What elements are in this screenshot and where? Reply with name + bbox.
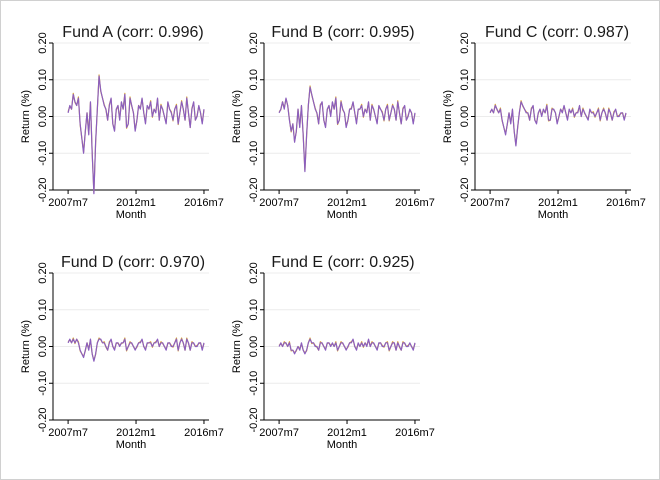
panel-4: Fund D (corr: 0.970) -0.20 -0.10 0.00 0.10 0.…	[20, 254, 224, 451]
series-line-2	[278, 338, 416, 355]
series-line-2	[67, 338, 205, 362]
y-tick-label: -0.10	[459, 141, 471, 166]
y-tick-label: 0.00	[459, 106, 471, 127]
y-axis-label: Return (%)	[20, 90, 32, 143]
x-tick-label: 2016m7	[395, 197, 435, 209]
y-axis-label: Return (%)	[231, 90, 243, 143]
x-tick-label: 2012m1	[538, 197, 578, 209]
x-tick-label: 2007m7	[48, 427, 88, 439]
y-tick-label: 0.20	[459, 32, 471, 53]
panel-title: Fund B (corr: 0.995)	[271, 24, 414, 41]
series-line-2	[278, 86, 416, 173]
x-tick-label: 2016m7	[606, 197, 646, 209]
y-tick-label: 0.10	[459, 69, 471, 90]
panel-title: Fund C (corr: 0.987)	[485, 24, 629, 41]
x-tick-label: 2007m7	[48, 197, 88, 209]
y-tick-label: -0.10	[248, 371, 260, 396]
y-tick-label: 0.20	[248, 262, 260, 283]
y-tick-label: 0.20	[37, 262, 49, 283]
x-tick-label: 2007m7	[259, 197, 299, 209]
panel-title: Fund D (corr: 0.970)	[61, 254, 205, 271]
x-axis-label: Month	[327, 439, 358, 451]
panel-title: Fund A (corr: 0.996)	[62, 24, 203, 41]
y-tick-label: -0.10	[248, 141, 260, 166]
y-tick-label: 0.20	[248, 32, 260, 53]
x-axis-label: Month	[327, 209, 358, 221]
panel-title: Fund E (corr: 0.925)	[271, 254, 414, 271]
x-tick-label: 2012m1	[327, 197, 367, 209]
y-tick-label: -0.10	[37, 371, 49, 396]
y-tick-label: 0.10	[37, 299, 49, 320]
y-tick-label: 0.00	[37, 336, 49, 357]
y-tick-label: -0.20	[37, 177, 49, 202]
panel-1: Fund A (corr: 0.996) -0.20 -0.10 0.00 0.10 0.…	[20, 24, 224, 221]
y-tick-label: 0.00	[37, 106, 49, 127]
y-tick-label: -0.20	[248, 407, 260, 432]
y-tick-label: 0.10	[37, 69, 49, 90]
y-axis-label: Return (%)	[20, 320, 32, 373]
x-tick-label: 2016m7	[395, 427, 435, 439]
x-tick-label: 2016m7	[184, 197, 224, 209]
y-tick-label: 0.10	[248, 69, 260, 90]
panel-2: Fund B (corr: 0.995) -0.20 -0.10 0.00 0.10 0.…	[231, 24, 435, 221]
series-line-2	[489, 101, 627, 147]
y-tick-label: -0.20	[248, 177, 260, 202]
panel-5: Fund E (corr: 0.925) -0.20 -0.10 0.00 0.10 0.…	[231, 254, 435, 451]
y-tick-label: 0.20	[37, 32, 49, 53]
x-tick-label: 2012m1	[116, 427, 156, 439]
y-tick-label: 0.00	[248, 336, 260, 357]
x-tick-label: 2007m7	[470, 197, 510, 209]
y-tick-label: 0.00	[248, 106, 260, 127]
series-line-2	[67, 75, 205, 195]
y-tick-label: -0.10	[37, 141, 49, 166]
x-axis-label: Month	[116, 439, 147, 451]
y-axis-label: Return (%)	[231, 320, 243, 373]
x-axis-label: Month	[538, 209, 569, 221]
y-tick-label: -0.20	[459, 177, 471, 202]
y-tick-label: -0.20	[37, 407, 49, 432]
x-tick-label: 2012m1	[327, 427, 367, 439]
y-axis-label: Return (%)	[442, 90, 454, 143]
x-tick-label: 2016m7	[184, 427, 224, 439]
y-tick-label: 0.10	[248, 299, 260, 320]
x-tick-label: 2012m1	[116, 197, 156, 209]
x-tick-label: 2007m7	[259, 427, 299, 439]
x-axis-label: Month	[116, 209, 147, 221]
panel-grid: Fund A (corr: 0.996) -0.20 -0.10 0.00 0.10 0.…	[20, 24, 646, 451]
panel-3: Fund C (corr: 0.987) -0.20 -0.10 0.00 0.10 0.…	[442, 24, 646, 221]
